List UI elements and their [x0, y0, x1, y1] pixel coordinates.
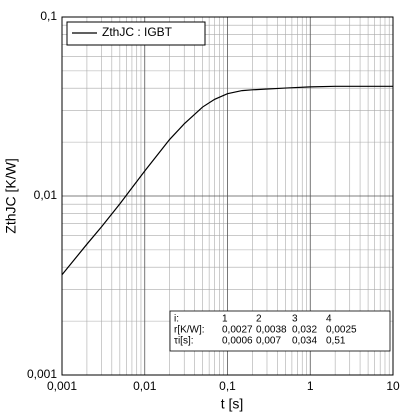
- y-tick-label: 0,001: [27, 367, 57, 381]
- annotation-cell: 0,034: [292, 336, 317, 347]
- x-axis-label: t [s]: [221, 396, 244, 412]
- x-tick-label: 0,001: [47, 379, 77, 393]
- annotation-cell: 4: [326, 314, 332, 325]
- annotation-cell: τi[s]:: [174, 336, 194, 347]
- annotation-cell: 0,0025: [326, 325, 357, 336]
- annotation-cell: i:: [174, 314, 179, 325]
- y-tick-label: 0,1: [40, 9, 57, 23]
- y-axis-label: ZthJC [K/W]: [3, 158, 19, 233]
- annotation-cell: 0,0038: [256, 325, 287, 336]
- annotation-box: [169, 310, 391, 352]
- x-tick-label: 0,1: [219, 379, 236, 393]
- annotation-cell: 0,007: [256, 336, 281, 347]
- annotation-cell: 0,0027: [222, 325, 253, 336]
- annotation-cell: 3: [292, 314, 298, 325]
- x-tick-label: 0,01: [133, 379, 157, 393]
- x-tick-label: 10: [386, 379, 400, 393]
- annotation-cell: 0,51: [326, 336, 346, 347]
- x-tick-label: 1: [307, 379, 314, 393]
- annotation-cell: 0,032: [292, 325, 317, 336]
- annotation-cell: 0,0006: [222, 336, 253, 347]
- plot-frame: [61, 16, 394, 376]
- legend-label: ZthJC : IGBT: [102, 25, 173, 39]
- y-tick-label: 0,01: [34, 188, 58, 202]
- annotation-cell: 2: [256, 314, 262, 325]
- annotation-cell: 1: [222, 314, 228, 325]
- data-line: [61, 85, 393, 276]
- annotation-cell: r[K/W]:: [174, 325, 205, 336]
- legend-box: [66, 21, 206, 46]
